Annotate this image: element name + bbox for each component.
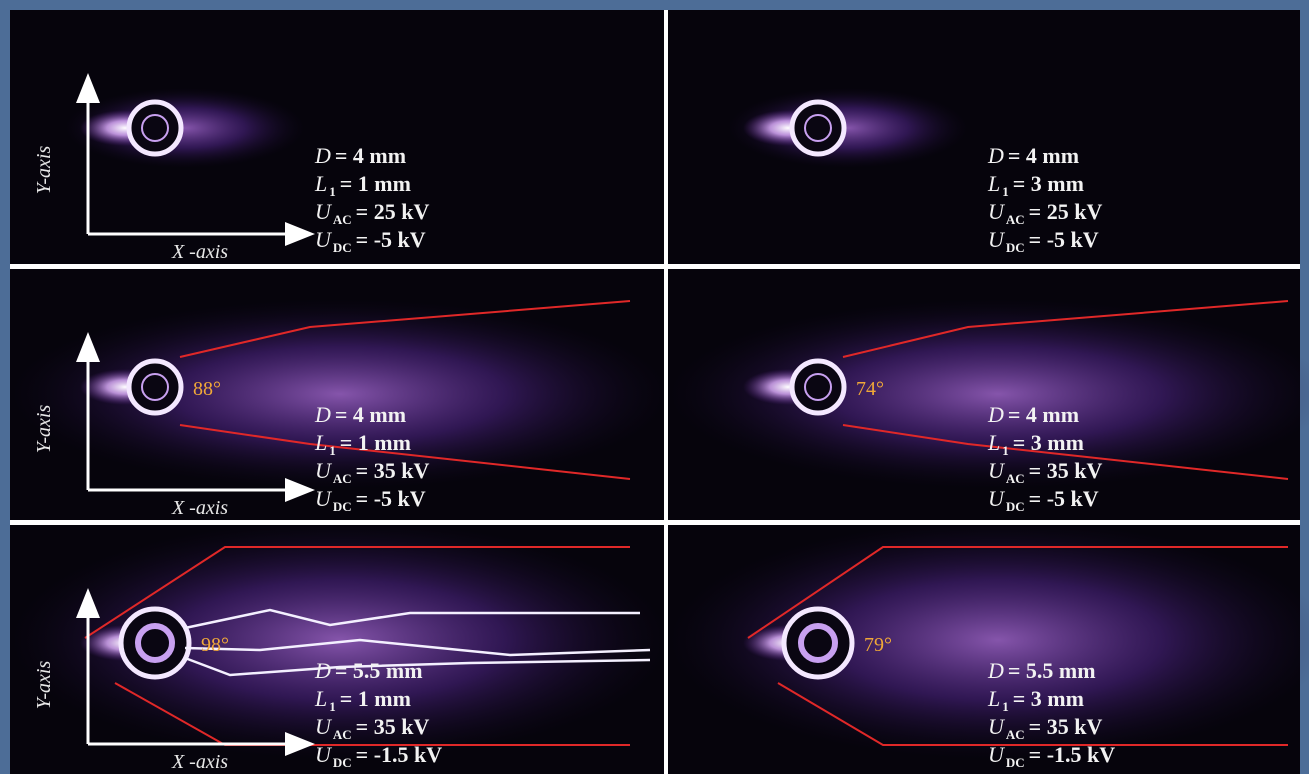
parameter-symbol: L bbox=[987, 430, 1000, 455]
separator bbox=[664, 10, 668, 774]
parameter-value: = -1.5 kV bbox=[1029, 742, 1116, 767]
parameter-value: = 35 kV bbox=[356, 714, 430, 739]
y-axis-label: Y-axis bbox=[33, 661, 55, 710]
parameter-subscript: AC bbox=[1006, 727, 1025, 742]
parameter-symbol: U bbox=[315, 742, 333, 767]
electrode-ring bbox=[784, 609, 852, 677]
parameter-value: = 25 kV bbox=[356, 199, 430, 224]
parameter-symbol: D bbox=[987, 402, 1004, 427]
y-axis-label: Y-axis bbox=[33, 146, 55, 195]
parameter-symbol: L bbox=[314, 171, 327, 196]
parameter-value: = 25 kV bbox=[1029, 199, 1103, 224]
parameter-value: = 1 mm bbox=[340, 430, 411, 455]
parameter-subscript: AC bbox=[1006, 471, 1025, 486]
parameter-subscript: AC bbox=[333, 727, 352, 742]
separator bbox=[10, 520, 1300, 525]
parameter-symbol: U bbox=[988, 458, 1006, 483]
parameter-symbol: U bbox=[315, 486, 333, 511]
parameter-value: = 4 mm bbox=[335, 143, 406, 168]
parameter-value: = 5.5 mm bbox=[335, 658, 423, 683]
parameter-symbol: U bbox=[988, 486, 1006, 511]
parameter: D= 5.5 mm bbox=[314, 658, 423, 683]
parameter-value: = -5 kV bbox=[356, 486, 426, 511]
parameter-symbol: D bbox=[987, 143, 1004, 168]
page: {"panels": [ {"axis_labels": {"y": "Y-ax… bbox=[0, 0, 1309, 774]
x-axis-label: X -axis bbox=[171, 751, 228, 773]
electrode-ring bbox=[129, 102, 181, 154]
parameter: D= 4 mm bbox=[314, 402, 406, 427]
parameter: D= 4 mm bbox=[987, 402, 1079, 427]
parameter-subscript: 1 bbox=[1002, 699, 1009, 714]
parameter: D= 4 mm bbox=[987, 143, 1079, 168]
figure: Y-axisX -axisD= 4 mmL1= 1 mmUAC= 25 kVUD… bbox=[0, 0, 1309, 774]
parameter-value: = -5 kV bbox=[1029, 227, 1099, 252]
parameter-subscript: AC bbox=[1006, 212, 1025, 227]
parameter-value: = 4 mm bbox=[335, 402, 406, 427]
parameter-symbol: L bbox=[987, 171, 1000, 196]
angle-label: 88° bbox=[193, 378, 221, 400]
parameter-symbol: U bbox=[315, 714, 333, 739]
electrode-ring bbox=[129, 361, 181, 413]
parameter-value: = 1 mm bbox=[340, 171, 411, 196]
parameter-symbol: U bbox=[988, 714, 1006, 739]
parameter-value: = -5 kV bbox=[356, 227, 426, 252]
parameter-subscript: 1 bbox=[329, 184, 336, 199]
parameter-symbol: L bbox=[987, 686, 1000, 711]
parameter-symbol: L bbox=[314, 430, 327, 455]
angle-label: 98° bbox=[201, 634, 229, 656]
parameter-value: = 3 mm bbox=[1013, 171, 1084, 196]
parameter-symbol: U bbox=[988, 227, 1006, 252]
angle-label: 74° bbox=[856, 378, 884, 400]
x-axis-label: X -axis bbox=[171, 497, 228, 519]
parameter-value: = 35 kV bbox=[1029, 458, 1103, 483]
separator bbox=[10, 264, 1300, 269]
electrode-ring bbox=[792, 361, 844, 413]
parameter-subscript: DC bbox=[1006, 240, 1025, 255]
parameter-subscript: 1 bbox=[1002, 443, 1009, 458]
x-axis-label: X -axis bbox=[171, 241, 228, 263]
parameter-value: = 35 kV bbox=[1029, 714, 1103, 739]
parameter: D= 4 mm bbox=[314, 143, 406, 168]
parameter-symbol: U bbox=[988, 199, 1006, 224]
parameter-value: = 3 mm bbox=[1013, 430, 1084, 455]
parameter-symbol: L bbox=[314, 686, 327, 711]
parameter-subscript: DC bbox=[1006, 499, 1025, 514]
parameter-subscript: DC bbox=[333, 755, 352, 770]
y-axis-label: Y-axis bbox=[33, 405, 55, 454]
parameter-symbol: D bbox=[314, 143, 331, 168]
parameter-subscript: 1 bbox=[329, 699, 336, 714]
parameter-subscript: 1 bbox=[1002, 184, 1009, 199]
parameter-value: = 35 kV bbox=[356, 458, 430, 483]
parameter-subscript: DC bbox=[333, 499, 352, 514]
parameter-symbol: U bbox=[988, 742, 1006, 767]
parameter-symbol: U bbox=[315, 227, 333, 252]
parameter-value: = -1.5 kV bbox=[356, 742, 443, 767]
parameter-value: = 3 mm bbox=[1013, 686, 1084, 711]
parameter-symbol: U bbox=[315, 199, 333, 224]
electrode-ring bbox=[792, 102, 844, 154]
panel: Y-axis X -axis 98° D= 5.5 mm L1 = 1 mm UAC = 35… bbox=[10, 520, 670, 774]
parameter-subscript: DC bbox=[1006, 755, 1025, 770]
electrode-ring bbox=[121, 609, 189, 677]
angle-label: 79° bbox=[864, 634, 892, 656]
parameter-symbol: D bbox=[987, 658, 1004, 683]
parameter-subscript: AC bbox=[333, 212, 352, 227]
panel: 79°D= 5.5 mmL1= 3 mmUAC= 35 kVUDC= -1.5 … bbox=[668, 520, 1309, 774]
parameter-subscript: DC bbox=[333, 240, 352, 255]
parameter-value: = 5.5 mm bbox=[1008, 658, 1096, 683]
parameter-symbol: D bbox=[314, 402, 331, 427]
parameter-symbol: U bbox=[315, 458, 333, 483]
parameter-subscript: AC bbox=[333, 471, 352, 486]
parameter-value: = -5 kV bbox=[1029, 486, 1099, 511]
parameter: D= 5.5 mm bbox=[987, 658, 1096, 683]
parameter-value: = 4 mm bbox=[1008, 402, 1079, 427]
parameter-value: = 1 mm bbox=[340, 686, 411, 711]
parameter-value: = 4 mm bbox=[1008, 143, 1079, 168]
parameter-symbol: D bbox=[314, 658, 331, 683]
parameter-subscript: 1 bbox=[329, 443, 336, 458]
